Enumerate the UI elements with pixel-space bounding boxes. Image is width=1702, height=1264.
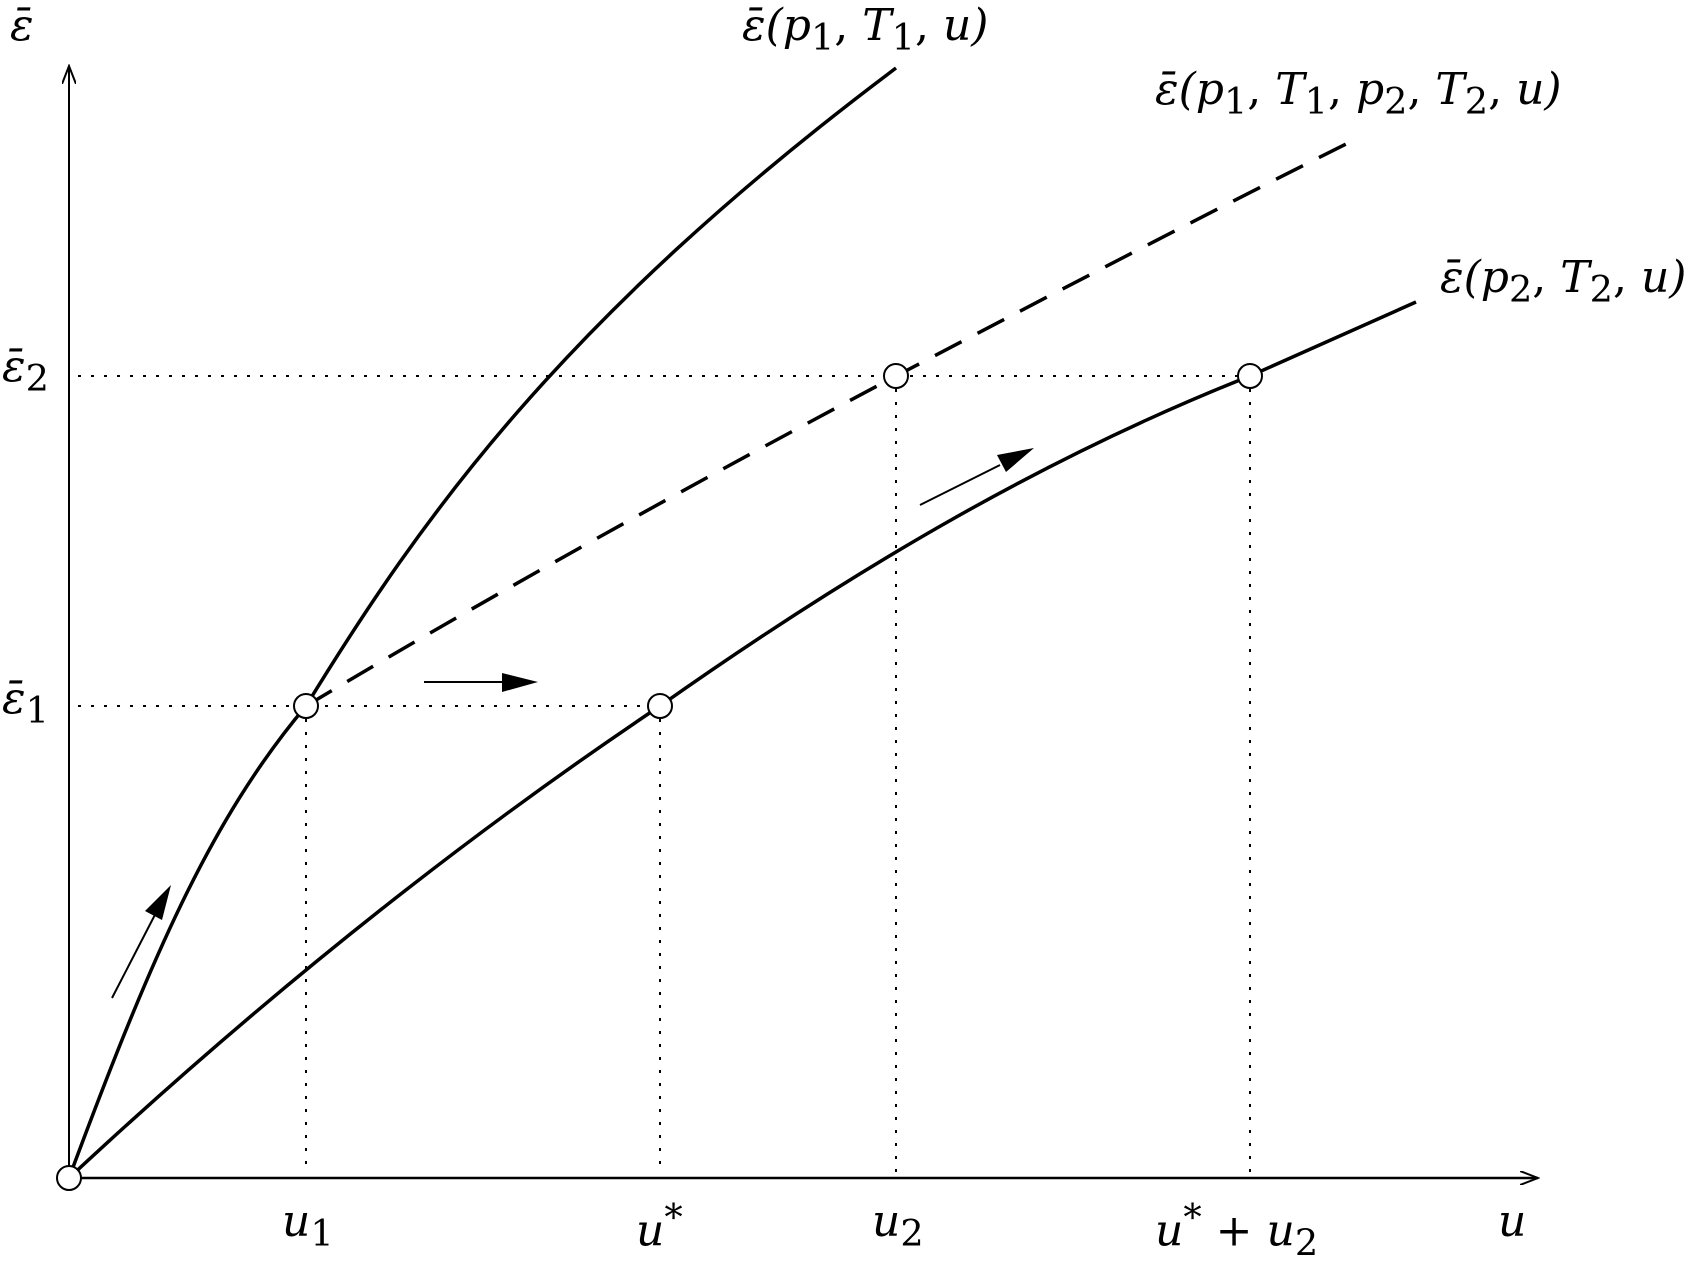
y-tick-eps2: ε̄2 [2,341,49,400]
x-tick-ustar-plus-u2: u* + u2 [1155,1196,1319,1264]
point-ustaru2-eps2 [1237,363,1263,389]
x-axis-label: u [1498,1196,1527,1247]
curve-label-p1T1: ε̄(p1, T1, u) [742,0,989,59]
x-tick-ustar: u* [636,1196,683,1257]
x-tick-u2: u2 [872,1196,924,1255]
points [56,363,1263,1191]
point-u1-eps1 [293,693,319,719]
arrow-along-curve2 [919,448,1034,506]
y-axis-label: ε̄ [10,0,34,51]
y-tick-eps1: ε̄1 [2,673,49,732]
curve-label-combined: ε̄(p1, T1, p2, T2, u) [1155,64,1562,123]
curve-combined [305,135,1361,708]
guide-lines [78,375,1251,1172]
point-origin [56,1165,82,1191]
curve-p1T1 [67,66,898,1179]
curve-p2T2 [67,300,1417,1180]
point-u2-eps2 [883,363,909,389]
curve-label-p2T2: ε̄(p2, T2, u) [1440,252,1687,311]
arrow-up-curve1 [111,885,171,999]
x-tick-u1: u1 [282,1196,334,1255]
arrow-right-eps1 [424,673,538,692]
point-ustar-eps1 [647,693,673,719]
